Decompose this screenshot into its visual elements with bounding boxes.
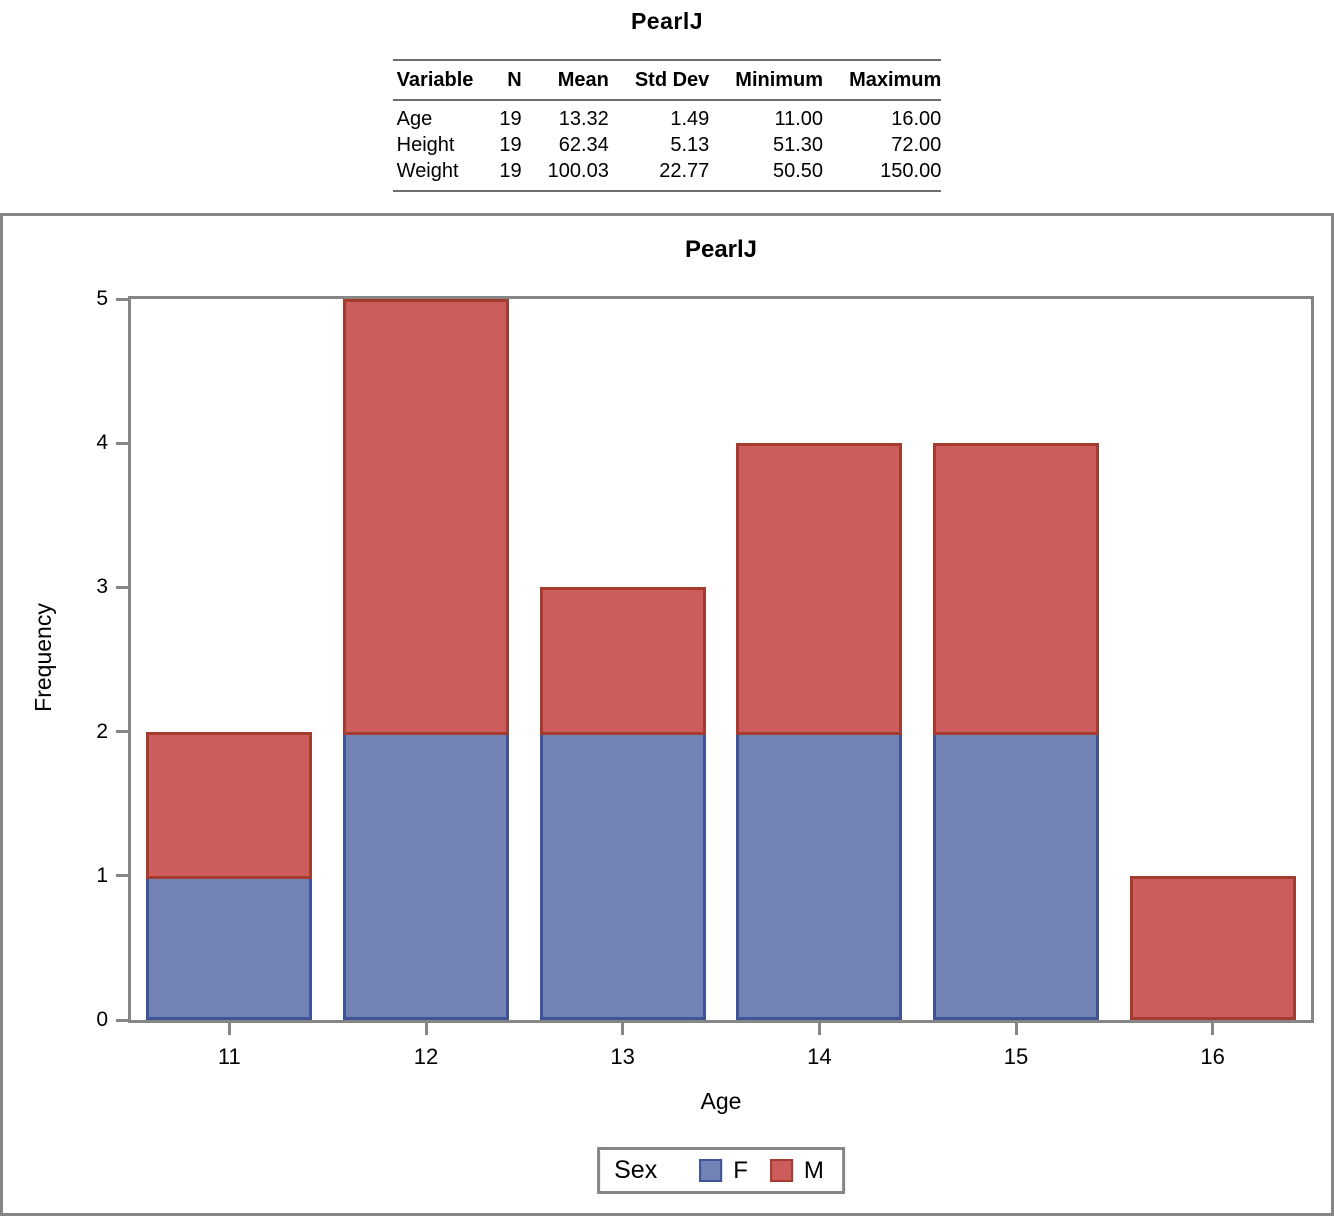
- chart-title: PearlJ: [684, 236, 758, 263]
- y-tick-label-2: 2: [96, 719, 108, 743]
- cell-minimum: 11.00: [774, 108, 824, 130]
- report-header: PearlJ Variable N Mean Std Dev Minimum M…: [0, 0, 1334, 213]
- legend-swatch-m: [769, 1159, 793, 1182]
- cell-n: 19: [499, 108, 522, 130]
- y-tick-label-0: 0: [96, 1008, 108, 1031]
- cell-variable: Weight: [392, 158, 474, 192]
- y-tick-label-1: 1: [96, 863, 108, 887]
- x-tick-label-13: 13: [610, 1044, 635, 1069]
- cell-mean: 13.32: [558, 108, 609, 130]
- x-tick-label-15: 15: [1003, 1044, 1029, 1069]
- x-tick-mark-15: [1014, 1023, 1018, 1035]
- col-header-minimum: Minimum: [709, 59, 824, 101]
- bar-segment-m-age-13: [539, 587, 706, 735]
- y-tick-mark-0: [116, 1018, 128, 1022]
- stats-row-age: Age 19 13.32 1.49 11.00 16.00: [393, 100, 942, 132]
- y-tick-mark-4: [116, 441, 128, 445]
- cell-mean: 62.34: [558, 134, 609, 156]
- plot-area: [128, 296, 1314, 1023]
- y-tick-mark-2: [116, 730, 128, 734]
- cell-mean: 100.03: [521, 158, 609, 192]
- stats-header-row: Variable N Mean Std Dev Minimum Maximum: [392, 59, 942, 101]
- page-title: PearlJ: [630, 8, 704, 34]
- x-tick-mark-11: [227, 1023, 231, 1035]
- y-tick-mark-5: [116, 297, 128, 301]
- legend-title: Sex: [614, 1156, 658, 1184]
- col-header-mean: Mean: [521, 59, 609, 101]
- x-tick-mark-13: [621, 1023, 625, 1035]
- col-header-n: N: [473, 59, 522, 101]
- cell-n: 19: [473, 158, 522, 192]
- cell-variable: Height: [396, 134, 455, 156]
- x-tick-mark-14: [817, 1023, 821, 1035]
- bar-segment-m-age-15: [933, 443, 1099, 735]
- legend-label-f: F: [733, 1156, 748, 1184]
- cell-stddev: 1.49: [670, 108, 710, 130]
- legend-swatch-f: [699, 1159, 723, 1182]
- legend-entry-f: F: [699, 1157, 748, 1185]
- x-axis-title: Age: [700, 1088, 742, 1114]
- legend-label-m: M: [803, 1156, 824, 1184]
- col-header-maximum: Maximum: [823, 59, 942, 101]
- x-tick-label-11: 11: [217, 1044, 241, 1069]
- cell-variable: Age: [396, 108, 433, 130]
- stats-row-weight: Weight 19 100.03 22.77 50.50 150.00: [392, 158, 942, 192]
- bar-segment-m-age-14: [736, 443, 903, 735]
- y-tick-mark-3: [116, 585, 128, 589]
- cell-maximum: 150.00: [823, 158, 942, 192]
- cell-maximum: 72.00: [891, 134, 942, 156]
- cell-maximum: 16.00: [891, 108, 942, 130]
- bar-segment-m-age-12: [343, 299, 509, 735]
- y-tick-label-4: 4: [96, 431, 108, 455]
- y-tick-label-3: 3: [96, 575, 108, 599]
- x-tick-mark-12: [424, 1023, 428, 1035]
- bar-segment-f-age-11: [146, 875, 313, 1020]
- legend-entry-m: M: [769, 1156, 824, 1185]
- summary-statistics-table: Variable N Mean Std Dev Minimum Maximum …: [392, 59, 942, 192]
- bar-segment-f-age-14: [736, 731, 903, 1020]
- col-header-stddev: Std Dev: [608, 59, 710, 101]
- x-tick-label-12: 12: [413, 1044, 439, 1069]
- x-tick-mark-16: [1211, 1023, 1215, 1035]
- col-header-variable: Variable: [392, 59, 474, 101]
- cell-minimum: 51.30: [773, 134, 824, 156]
- x-tick-label-16: 16: [1200, 1044, 1225, 1069]
- y-axis-title: Frequency: [30, 603, 56, 712]
- bar-segment-f-age-15: [933, 731, 1099, 1020]
- bar-segment-f-age-13: [539, 731, 706, 1020]
- cell-n: 19: [499, 134, 522, 156]
- y-tick-label-5: 5: [96, 287, 108, 310]
- cell-stddev: 5.13: [670, 134, 710, 156]
- cell-stddev: 22.77: [608, 158, 710, 192]
- bar-segment-m-age-11: [146, 731, 313, 879]
- bar-segment-m-age-16: [1129, 875, 1296, 1020]
- stats-row-height: Height 19 62.34 5.13 51.30 72.00: [393, 132, 942, 158]
- x-tick-label-14: 14: [807, 1044, 832, 1069]
- cell-minimum: 50.50: [709, 158, 824, 192]
- y-tick-mark-1: [116, 874, 128, 878]
- bar-segment-f-age-12: [343, 731, 509, 1020]
